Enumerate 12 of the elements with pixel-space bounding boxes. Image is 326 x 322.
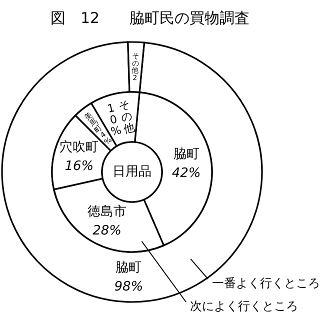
slice-label: 徳島市 (88, 204, 127, 220)
data-label: 28% (92, 224, 122, 239)
data-label: 98% (114, 279, 144, 294)
text: 一番よく行くところ (212, 276, 320, 290)
slice-label: 穴吹町 (60, 140, 99, 156)
chart-title: 図 12 脇町民の買物調査 (50, 9, 250, 27)
text: 次によく行くところ (190, 299, 298, 313)
slice-label: 脇町 (173, 146, 200, 162)
data-label: 16% (64, 159, 94, 174)
data-label: 42% (172, 166, 201, 181)
text: 日用品 (112, 164, 152, 180)
slice-label: 脇町 (116, 260, 142, 276)
